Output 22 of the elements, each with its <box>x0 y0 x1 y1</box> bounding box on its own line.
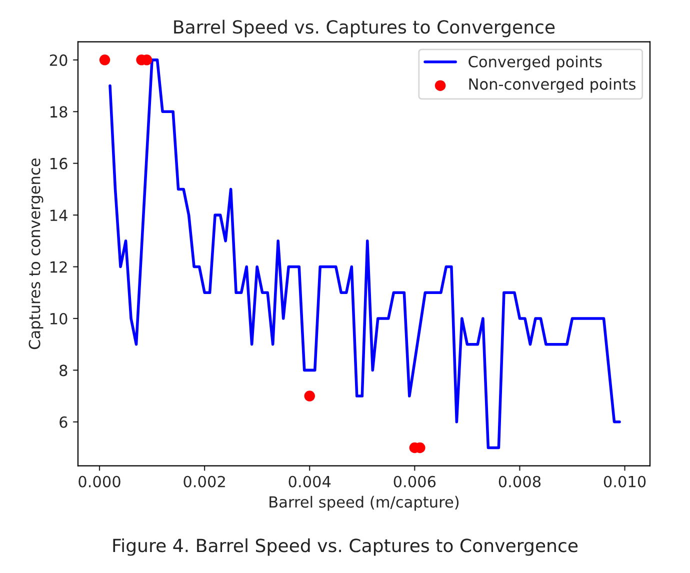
y-tick-label: 10 <box>50 312 68 324</box>
x-tick-label: 0.008 <box>498 476 541 488</box>
x-axis-title: Barrel speed (m/capture) <box>270 496 459 511</box>
y-tick-label: 6 <box>60 416 68 428</box>
y-tick-label: 16 <box>50 158 68 170</box>
y-tick-label: 18 <box>50 106 68 118</box>
chart-title: Barrel Speed vs. Captures to Convergence <box>174 20 555 38</box>
y-tick-label: 14 <box>50 210 68 221</box>
y-tick-label: 12 <box>50 261 67 273</box>
y-tick-label: 8 <box>60 364 68 376</box>
y-tick-label: 20 <box>50 54 68 66</box>
x-tick-label: 0.006 <box>394 476 436 488</box>
y-axis-title: Captures to convergence <box>28 158 44 350</box>
x-tick-label: 0.002 <box>184 476 225 488</box>
legend-label: Non-converged points <box>469 78 636 93</box>
point <box>99 54 110 66</box>
legend-label: Converged points <box>468 56 602 70</box>
point <box>304 390 315 402</box>
x-tick-label: 0.000 <box>78 476 120 488</box>
x-tick-label: 0.004 <box>288 476 331 488</box>
x-tick-label: 0.010 <box>604 476 646 488</box>
caption: Figure 4. Barrel Speed vs. Captures to Convergence <box>113 538 578 556</box>
